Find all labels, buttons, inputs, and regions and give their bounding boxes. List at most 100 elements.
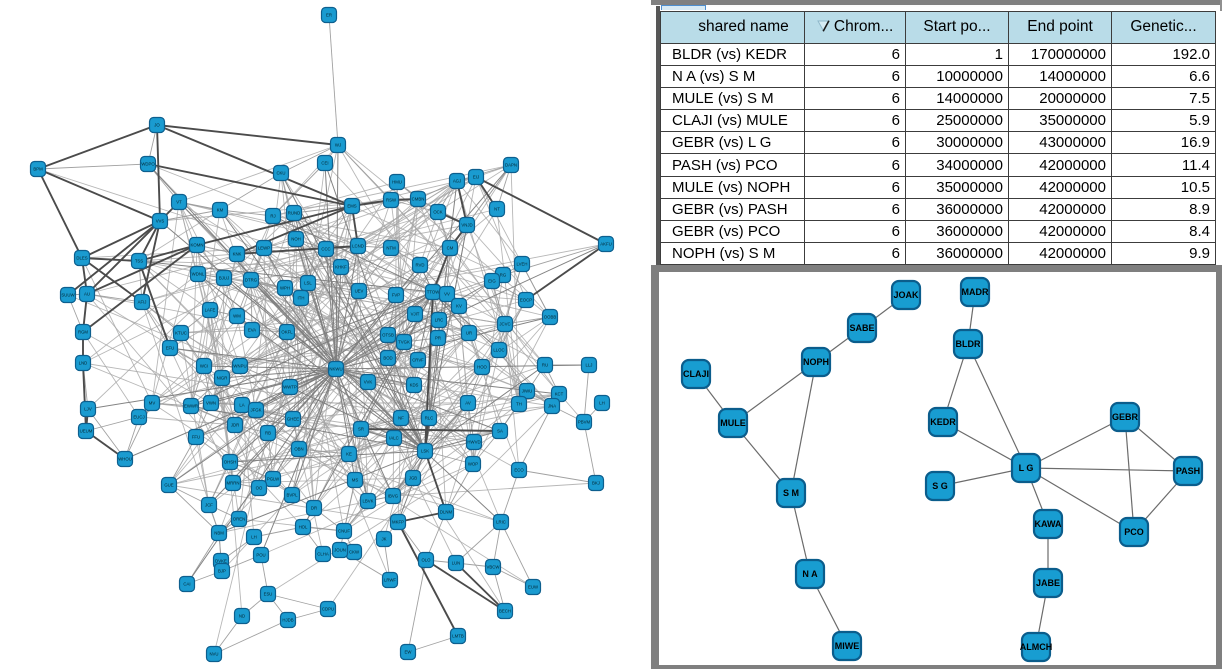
svg-text:KE: KE	[346, 452, 352, 457]
svg-text:NKWU: NKWU	[329, 367, 342, 372]
svg-text:OCK: OCK	[433, 210, 442, 215]
svg-text:VT: VT	[176, 200, 182, 205]
svg-text:LUN: LUN	[452, 561, 461, 566]
svg-text:CRVF: CRVF	[412, 358, 424, 363]
svg-text:IALC: IALC	[389, 436, 399, 441]
svg-text:MV: MV	[149, 401, 156, 406]
svg-text:AKFU: AKFU	[600, 242, 611, 247]
svg-text:KTUC: KTUC	[175, 331, 187, 336]
svg-text:OREN: OREN	[233, 517, 245, 522]
svg-text:LEWP: LEWP	[258, 246, 270, 251]
svg-text:FFU: FFU	[192, 435, 200, 440]
svg-text:EUW: EUW	[528, 585, 539, 590]
svg-text:OO: OO	[256, 486, 263, 491]
svg-text:KDS: KDS	[410, 383, 419, 388]
svg-text:SA: SA	[497, 429, 503, 434]
svg-text:RVD: RVD	[416, 263, 425, 268]
svg-text:BECH: BECH	[499, 609, 511, 614]
svg-text:JCF: JCF	[205, 503, 213, 508]
svg-text:BKJ: BKJ	[592, 481, 600, 486]
svg-text:LBVK: LBVK	[363, 499, 374, 504]
svg-text:JK: JK	[381, 537, 386, 542]
svg-text:ND: ND	[239, 614, 245, 619]
svg-text:HOL: HOL	[299, 525, 308, 530]
svg-text:LAFE: LAFE	[205, 308, 216, 313]
svg-text:WPH: WPH	[280, 286, 290, 291]
svg-text:CKW: CKW	[349, 550, 360, 555]
svg-text:SUUW: SUUW	[61, 293, 75, 298]
svg-text:NIGR: NIGR	[217, 376, 228, 381]
svg-text:GUE: GUE	[164, 483, 173, 488]
svg-text:WDNL: WDNL	[192, 272, 205, 277]
svg-text:EUCJ: EUCJ	[133, 415, 144, 420]
svg-text:ECO: ECO	[514, 468, 524, 473]
svg-text:LJV: LJV	[84, 407, 92, 412]
svg-text:ALMCH: ALMCH	[1020, 642, 1053, 652]
svg-text:NOH: NOH	[291, 237, 301, 242]
svg-text:MADR: MADR	[962, 287, 989, 297]
svg-text:EVA: EVA	[248, 328, 256, 333]
svg-text:CKU: CKU	[276, 171, 285, 176]
svg-text:WDPO: WDPO	[141, 162, 155, 167]
svg-text:AV: AV	[465, 401, 471, 406]
svg-text:EWWR: EWWR	[184, 404, 198, 409]
svg-text:LND: LND	[79, 361, 88, 366]
svg-text:CNUF: CNUF	[338, 529, 350, 534]
svg-text:LRC: LRC	[435, 318, 444, 323]
svg-text:PCO: PCO	[1124, 527, 1144, 537]
svg-text:LSL: LSL	[304, 281, 312, 286]
svg-text:GHEE: GHEE	[287, 417, 299, 422]
svg-text:JO: JO	[154, 123, 160, 128]
svg-text:KAWA: KAWA	[1035, 519, 1063, 529]
svg-text:KHKF: KHKF	[335, 265, 347, 270]
svg-text:RG: RG	[500, 273, 507, 278]
svg-text:S G: S G	[932, 481, 948, 491]
svg-text:JDR: JDR	[231, 423, 239, 428]
svg-text:GEBR: GEBR	[1112, 412, 1139, 422]
svg-text:NF: NF	[398, 416, 404, 421]
svg-text:AGJ: AGJ	[453, 179, 461, 184]
svg-text:ESU: ESU	[264, 592, 273, 597]
svg-text:LA: LA	[239, 403, 244, 408]
svg-text:ITH: ITH	[298, 296, 305, 301]
svg-text:JIWU: JIWU	[522, 389, 533, 394]
svg-text:UEUM: UEUM	[80, 429, 93, 434]
svg-text:KCT: KCT	[555, 392, 564, 397]
svg-text:LSK: LSK	[421, 449, 429, 454]
svg-text:RB: RB	[265, 431, 271, 436]
svg-text:PGLW: PGLW	[267, 477, 280, 482]
svg-text:CMBN: CMBN	[412, 197, 425, 202]
svg-text:PASH: PASH	[1176, 466, 1200, 476]
svg-text:DLNM: DLNM	[440, 510, 453, 515]
svg-text:TVGK: TVGK	[398, 340, 410, 345]
svg-text:HJDB: HJDB	[282, 618, 293, 623]
svg-text:ER: ER	[326, 13, 332, 18]
svg-text:WM: WM	[233, 314, 241, 319]
svg-text:BVPL: BVPL	[287, 493, 299, 498]
svg-text:OBN: OBN	[294, 447, 303, 452]
svg-text:LH: LH	[599, 401, 605, 406]
svg-text:JNA: JNA	[548, 404, 556, 409]
svg-text:WOP: WOP	[468, 462, 478, 467]
svg-text:OLO: OLO	[421, 558, 431, 563]
svg-text:NOPH: NOPH	[803, 357, 829, 367]
svg-text:BPM: BPM	[33, 167, 43, 172]
svg-text:JCVC: JCVC	[499, 322, 510, 327]
svg-text:UEV: UEV	[355, 289, 364, 294]
svg-text:RUND: RUND	[288, 211, 300, 216]
svg-text:LRWF: LRWF	[384, 578, 396, 583]
svg-text:LRIC: LRIC	[496, 520, 506, 525]
svg-text:HOO: HOO	[477, 365, 487, 370]
svg-text:WWTP: WWTP	[283, 385, 297, 390]
svg-text:FVP: FVP	[392, 293, 400, 298]
svg-text:PBVM: PBVM	[578, 420, 591, 425]
svg-text:OKFL: OKFL	[281, 330, 293, 335]
svg-text:JGB: JGB	[409, 476, 417, 481]
svg-text:OTSB: OTSB	[382, 333, 394, 338]
svg-text:RSW: RSW	[386, 198, 397, 203]
svg-text:LH: LH	[251, 535, 257, 540]
svg-text:RGM: RGM	[78, 330, 88, 335]
svg-text:LLOC: LLOC	[493, 348, 504, 353]
svg-text:WNPU: WNPU	[233, 364, 246, 369]
svg-text:VNJD: VNJD	[461, 223, 472, 228]
